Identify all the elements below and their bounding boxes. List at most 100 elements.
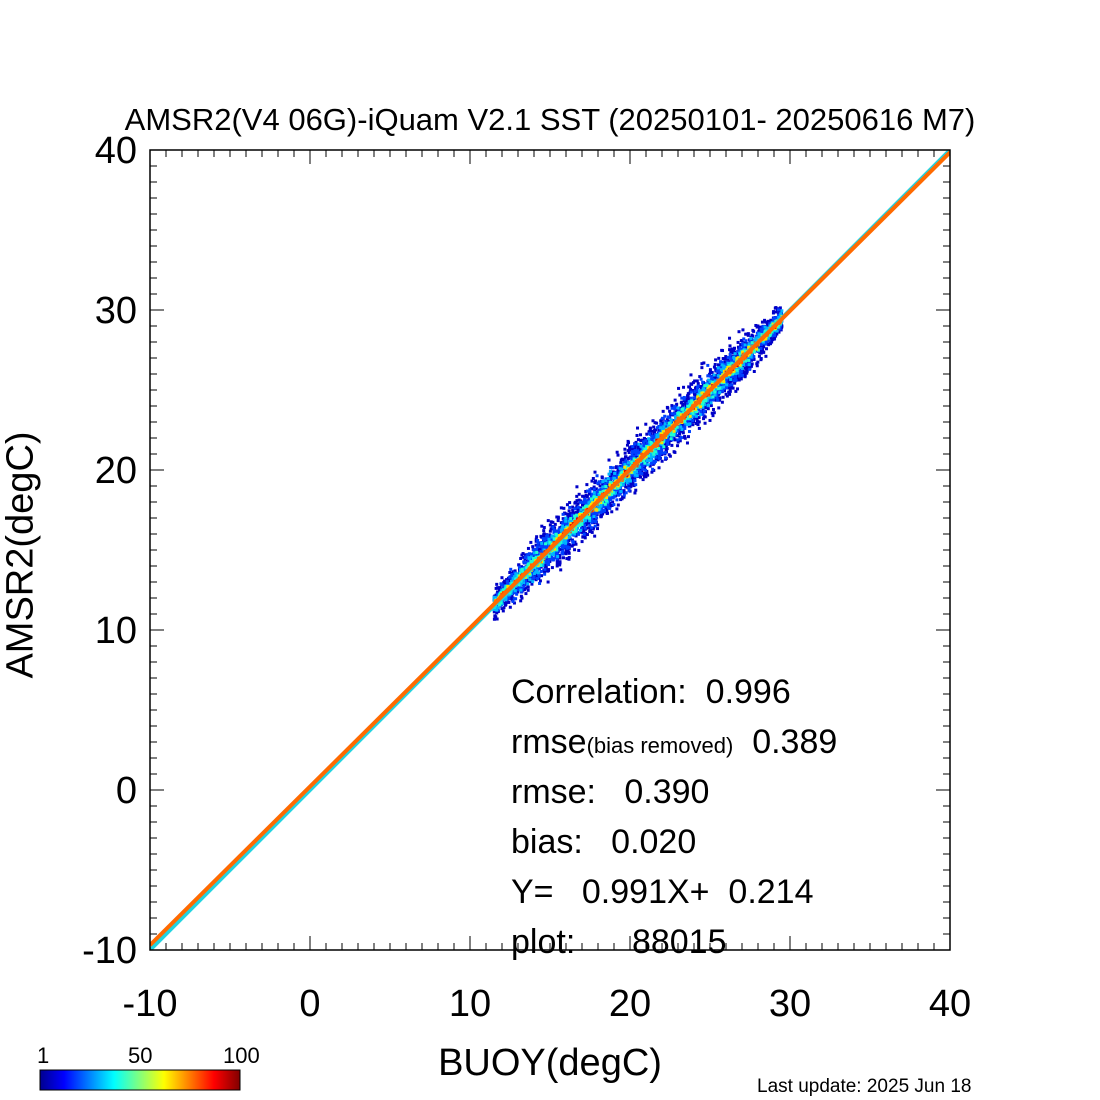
density-point bbox=[503, 579, 507, 583]
density-point bbox=[588, 519, 592, 523]
density-point bbox=[616, 467, 620, 471]
density-point bbox=[676, 427, 680, 431]
density-point bbox=[653, 428, 657, 432]
density-point bbox=[595, 516, 599, 520]
density-point bbox=[761, 324, 765, 328]
density-point bbox=[588, 530, 592, 534]
density-point bbox=[725, 377, 729, 381]
density-point bbox=[667, 432, 671, 436]
density-point bbox=[521, 552, 525, 556]
density-point bbox=[653, 433, 657, 437]
density-point bbox=[558, 561, 562, 565]
density-point bbox=[718, 391, 722, 395]
density-point bbox=[675, 408, 679, 412]
density-point bbox=[696, 386, 700, 390]
density-point bbox=[673, 407, 677, 411]
density-point bbox=[526, 546, 530, 550]
density-point bbox=[719, 368, 723, 372]
density-point bbox=[622, 489, 626, 493]
density-point bbox=[526, 553, 530, 557]
density-point bbox=[587, 521, 591, 525]
density-point bbox=[737, 330, 741, 334]
density-point bbox=[634, 470, 638, 474]
density-point bbox=[591, 527, 595, 531]
density-point bbox=[724, 392, 728, 396]
density-point bbox=[687, 400, 691, 404]
density-point bbox=[514, 575, 518, 579]
density-point bbox=[564, 512, 568, 516]
density-point bbox=[564, 519, 568, 523]
density-point bbox=[575, 494, 579, 498]
density-point bbox=[767, 320, 771, 324]
density-point bbox=[524, 592, 528, 596]
density-point bbox=[760, 346, 764, 350]
density-point bbox=[749, 352, 753, 356]
density-point bbox=[645, 459, 649, 463]
density-point bbox=[771, 334, 775, 338]
density-point bbox=[542, 563, 546, 567]
density-point bbox=[686, 422, 690, 426]
density-point bbox=[678, 439, 682, 443]
density-point bbox=[568, 501, 572, 505]
density-point bbox=[679, 410, 683, 414]
density-point bbox=[620, 465, 624, 469]
density-point bbox=[619, 498, 623, 502]
density-point bbox=[689, 373, 693, 377]
density-point bbox=[495, 608, 499, 612]
density-point bbox=[595, 527, 599, 531]
density-point bbox=[725, 363, 729, 367]
density-point bbox=[751, 328, 755, 332]
density-point bbox=[644, 439, 648, 443]
density-point bbox=[548, 523, 552, 527]
density-point bbox=[743, 373, 747, 377]
density-point bbox=[636, 468, 640, 472]
density-point bbox=[536, 577, 540, 581]
density-point bbox=[642, 443, 646, 447]
density-point bbox=[736, 387, 740, 391]
density-point bbox=[576, 509, 580, 513]
density-point bbox=[579, 508, 583, 512]
density-point bbox=[559, 547, 563, 551]
density-point bbox=[736, 371, 740, 375]
density-point bbox=[713, 376, 717, 380]
density-point bbox=[492, 607, 496, 611]
density-point bbox=[527, 556, 531, 560]
density-point bbox=[723, 367, 727, 371]
density-point bbox=[614, 465, 618, 469]
density-point bbox=[502, 606, 506, 610]
density-point bbox=[512, 591, 516, 595]
density-point bbox=[725, 375, 729, 379]
density-point bbox=[530, 582, 534, 586]
density-point bbox=[526, 582, 530, 586]
density-point bbox=[553, 534, 557, 538]
density-point bbox=[764, 354, 768, 358]
density-point bbox=[638, 470, 642, 474]
density-point bbox=[780, 309, 784, 313]
density-point bbox=[552, 539, 556, 543]
density-point bbox=[545, 534, 549, 538]
density-point bbox=[524, 579, 528, 583]
density-point bbox=[593, 519, 597, 523]
density-point bbox=[767, 343, 771, 347]
density-point bbox=[544, 537, 548, 541]
density-point bbox=[571, 515, 575, 519]
density-point bbox=[626, 464, 630, 468]
density-point bbox=[642, 474, 646, 478]
density-point bbox=[748, 367, 752, 371]
density-point bbox=[525, 554, 529, 558]
density-point bbox=[689, 396, 693, 400]
density-point bbox=[653, 459, 657, 463]
density-point bbox=[777, 315, 781, 319]
density-point bbox=[573, 540, 577, 544]
density-point bbox=[747, 342, 751, 346]
density-point bbox=[584, 523, 588, 527]
density-point bbox=[529, 555, 533, 559]
density-point bbox=[494, 586, 498, 590]
density-point bbox=[740, 347, 744, 351]
density-point bbox=[734, 353, 738, 357]
density-point bbox=[648, 427, 652, 431]
density-point bbox=[626, 457, 630, 461]
density-point bbox=[628, 476, 632, 480]
density-point bbox=[605, 511, 609, 515]
